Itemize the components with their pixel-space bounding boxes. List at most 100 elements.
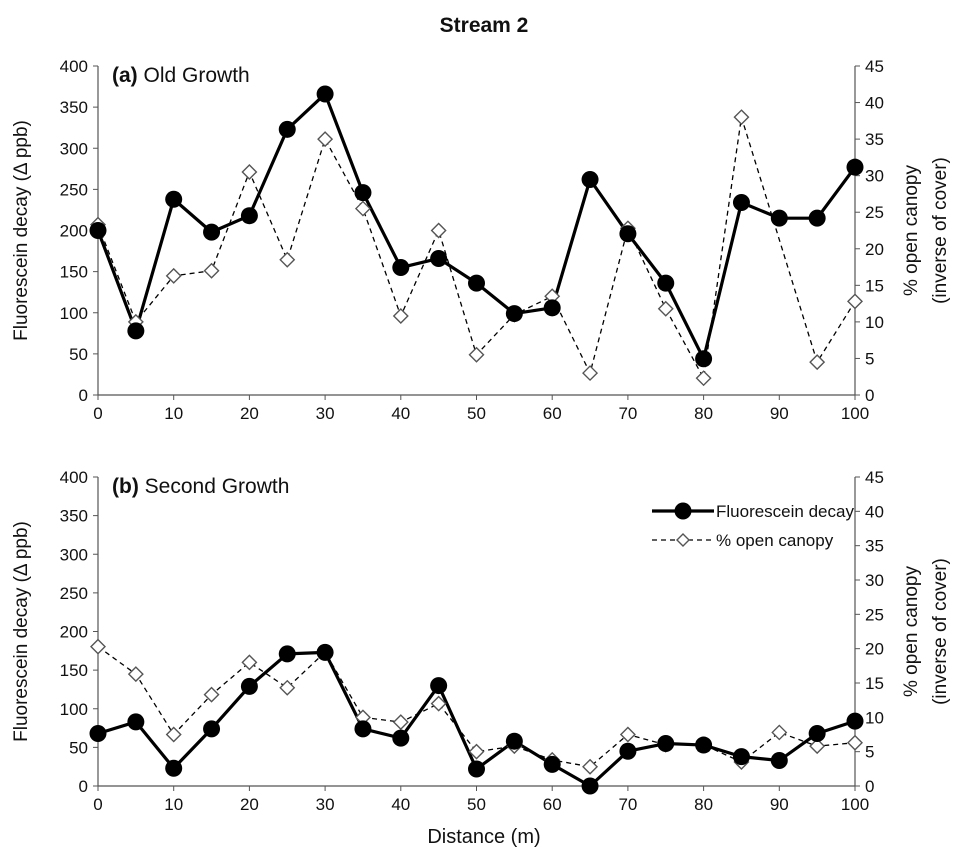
x-tick-label: 70 bbox=[618, 795, 637, 814]
canopy-point bbox=[847, 293, 863, 310]
panel-letter: (b) bbox=[112, 475, 139, 498]
x-tick-label: 60 bbox=[543, 795, 562, 814]
fluorescein-point bbox=[770, 752, 788, 770]
y2-tick-label: 30 bbox=[865, 571, 884, 590]
x-tick-label: 60 bbox=[543, 404, 562, 423]
canopy-point bbox=[582, 758, 599, 775]
y2-tick-label: 10 bbox=[865, 708, 884, 727]
legend-canopy-label: % open canopy bbox=[716, 531, 834, 550]
y-tick-label: 300 bbox=[60, 139, 88, 158]
legend-fluorescein-marker bbox=[674, 502, 692, 520]
y2-tick-label: 35 bbox=[865, 130, 884, 149]
y2-tick-label: 15 bbox=[865, 276, 884, 295]
y-tick-label: 150 bbox=[60, 263, 88, 282]
fluorescein-point bbox=[468, 274, 485, 292]
panel-title-text: Old Growth bbox=[138, 64, 250, 87]
y2-axis-label-line: % open canopy bbox=[901, 165, 922, 296]
canopy-point bbox=[657, 300, 674, 317]
x-tick-label: 10 bbox=[164, 404, 183, 423]
fluorescein-point bbox=[846, 712, 864, 730]
y-tick-label: 200 bbox=[60, 222, 88, 241]
x-axis-label: Distance (m) bbox=[427, 826, 541, 848]
fluorescein-point bbox=[695, 736, 713, 754]
canopy-point bbox=[430, 222, 447, 239]
fluorescein-point bbox=[89, 222, 107, 239]
x-tick-label: 20 bbox=[240, 795, 259, 814]
fluorescein-point bbox=[278, 120, 296, 138]
fluorescein-point bbox=[127, 322, 145, 340]
y2-tick-label: 10 bbox=[865, 313, 884, 332]
fluorescein-point bbox=[468, 760, 485, 778]
canopy-point bbox=[582, 365, 599, 382]
canopy-point bbox=[771, 724, 788, 741]
x-tick-label: 50 bbox=[467, 404, 486, 423]
canopy-point bbox=[165, 267, 182, 284]
canopy-point bbox=[468, 346, 485, 363]
fluorescein-point bbox=[316, 85, 334, 103]
canopy-point bbox=[695, 370, 712, 387]
y2-tick-label: 40 bbox=[865, 502, 884, 521]
canopy-point bbox=[203, 262, 220, 279]
fluorescein-point bbox=[808, 209, 826, 227]
y-tick-label: 100 bbox=[60, 304, 88, 323]
y-tick-label: 350 bbox=[60, 98, 88, 117]
fluorescein-point bbox=[354, 184, 372, 202]
fluorescein-point bbox=[581, 777, 599, 795]
fluorescein-point bbox=[619, 742, 637, 760]
canopy-point bbox=[203, 686, 220, 703]
canopy-point bbox=[241, 654, 258, 671]
canopy-point bbox=[468, 743, 485, 760]
canopy-point bbox=[733, 109, 750, 126]
fluorescein-point bbox=[732, 748, 750, 766]
y-tick-label: 400 bbox=[60, 468, 88, 487]
panel-letter: (a) bbox=[112, 64, 138, 87]
fluorescein-point bbox=[808, 724, 826, 742]
fluorescein-point bbox=[278, 645, 296, 663]
x-tick-label: 0 bbox=[93, 404, 102, 423]
figure-title: Stream 2 bbox=[439, 14, 529, 37]
y2-tick-label: 25 bbox=[865, 605, 884, 624]
y-tick-label: 100 bbox=[60, 700, 88, 719]
x-tick-label: 100 bbox=[841, 795, 869, 814]
fluorescein-point bbox=[203, 223, 221, 241]
fluorescein-point bbox=[732, 194, 750, 212]
y-tick-label: 200 bbox=[60, 623, 88, 642]
panel-title: (b) Second Growth bbox=[112, 475, 289, 498]
canopy-point bbox=[241, 164, 258, 181]
y2-axis-label-line: (inverse of cover) bbox=[930, 157, 951, 304]
canopy-point bbox=[279, 251, 296, 268]
fluorescein-point bbox=[430, 677, 448, 695]
x-tick-label: 70 bbox=[618, 404, 637, 423]
y2-axis-label-line: % open canopy bbox=[901, 566, 922, 697]
y2-tick-label: 0 bbox=[865, 386, 874, 405]
fluorescein-point bbox=[846, 158, 864, 176]
panel-b: 0501001502002503003504000510152025303540… bbox=[11, 468, 951, 814]
y-axis-label: Fluorescein decay (Δ ppb) bbox=[11, 521, 32, 742]
x-tick-label: 90 bbox=[770, 404, 789, 423]
y2-tick-label: 25 bbox=[865, 203, 884, 222]
canopy-series-line bbox=[97, 646, 856, 768]
fluorescein-point bbox=[127, 713, 145, 731]
y-tick-label: 400 bbox=[60, 57, 88, 76]
legend-canopy-marker bbox=[676, 533, 690, 547]
y2-axis-label-line: (inverse of cover) bbox=[930, 558, 951, 705]
y2-tick-label: 20 bbox=[865, 240, 884, 259]
canopy-point bbox=[317, 131, 334, 148]
y2-tick-label: 45 bbox=[865, 57, 884, 76]
canopy-point bbox=[430, 695, 447, 712]
y2-tick-label: 15 bbox=[865, 674, 884, 693]
panel-title-text: Second Growth bbox=[139, 475, 290, 498]
x-tick-label: 40 bbox=[391, 404, 410, 423]
y-tick-label: 300 bbox=[60, 545, 88, 564]
fluorescein-point bbox=[354, 720, 372, 738]
fluorescein-point bbox=[165, 190, 183, 208]
fluorescein-point bbox=[240, 207, 258, 225]
canopy-series-line bbox=[97, 116, 856, 381]
y2-tick-label: 0 bbox=[865, 777, 874, 796]
legend-fluorescein-label: Fluorescein decay bbox=[716, 502, 854, 521]
y-tick-label: 0 bbox=[79, 777, 88, 796]
x-tick-label: 20 bbox=[240, 404, 259, 423]
canopy-point bbox=[619, 726, 636, 743]
x-tick-label: 80 bbox=[694, 795, 713, 814]
